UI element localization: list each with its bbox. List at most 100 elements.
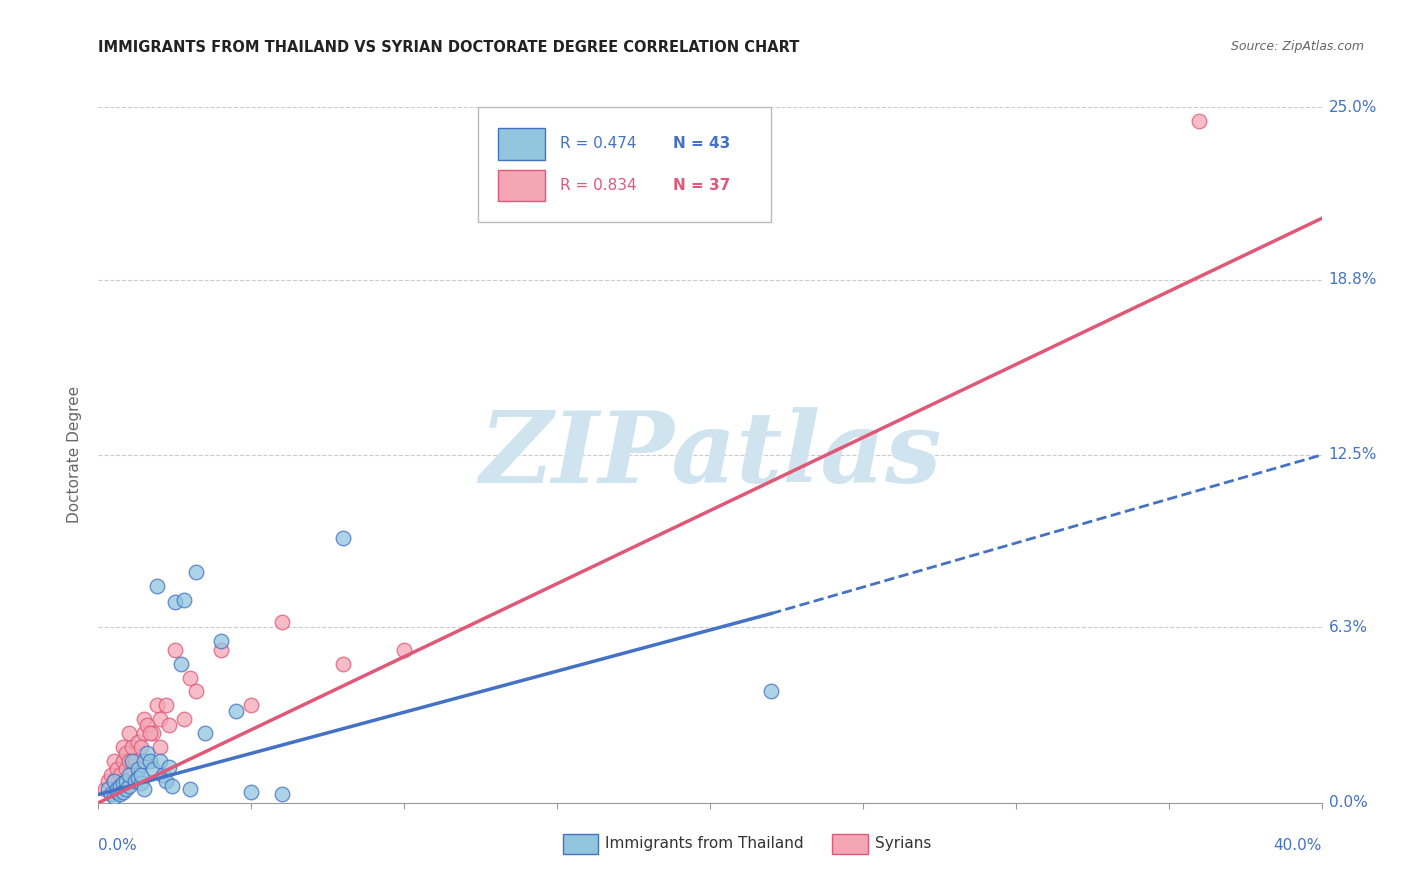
Point [186,684,208,698]
Point [157,718,180,732]
Point [270,788,294,802]
Text: 0.0%: 0.0% [1329,796,1368,810]
Point [97,781,120,796]
Point [139,726,162,740]
Point [145,579,167,593]
Point [173,592,195,607]
Point [186,565,208,579]
Point [115,746,138,760]
Text: 18.8%: 18.8% [1329,272,1376,287]
Point [761,684,783,698]
Point [111,740,134,755]
Text: ZIPatlas: ZIPatlas [479,407,941,503]
Point [139,754,162,768]
Y-axis label: Doctorate Degree: Doctorate Degree [67,386,83,524]
Point [194,726,217,740]
Point [124,773,146,788]
Point [225,704,247,718]
Point [124,754,146,768]
Text: Syrians: Syrians [875,837,931,851]
Point [105,781,128,796]
Text: 6.3%: 6.3% [1329,620,1368,635]
Bar [498,170,546,202]
Point [129,768,152,782]
Text: N = 43: N = 43 [673,136,731,152]
Point [105,763,128,777]
Text: R = 0.834: R = 0.834 [560,178,636,194]
Point [115,781,138,796]
Point [111,776,134,790]
Point [332,657,354,671]
Point [129,776,152,790]
Point [163,595,186,609]
Point [115,763,138,777]
Point [129,740,152,755]
Point [127,771,149,785]
Point [155,773,177,788]
Point [100,768,122,782]
Point [142,763,165,777]
Point [111,754,134,768]
Point [136,718,159,732]
Point [173,712,195,726]
Point [108,768,131,782]
Point [108,788,131,802]
Point [103,773,125,788]
Text: IMMIGRANTS FROM THAILAND VS SYRIAN DOCTORATE DEGREE CORRELATION CHART: IMMIGRANTS FROM THAILAND VS SYRIAN DOCTO… [98,40,800,55]
Point [149,740,172,755]
Point [127,734,149,748]
Text: R = 0.474: R = 0.474 [560,136,636,152]
Text: 0.0%: 0.0% [98,838,138,854]
Point [270,615,294,629]
Point [332,532,354,546]
Text: 12.5%: 12.5% [1329,448,1376,462]
Point [115,773,138,788]
Point [105,785,128,799]
Point [179,671,201,685]
Point [118,779,141,793]
Point [108,779,131,793]
Text: N = 37: N = 37 [673,178,731,194]
Text: Immigrants from Thailand: Immigrants from Thailand [606,837,804,851]
Point [127,763,149,777]
Point [93,781,115,796]
Text: 40.0%: 40.0% [1274,838,1322,854]
Point [103,773,125,788]
Point [121,740,143,755]
Point [145,698,167,713]
Point [392,642,416,657]
Point [136,746,159,760]
Point [163,642,186,657]
Text: Source: ZipAtlas.com: Source: ZipAtlas.com [1230,40,1364,54]
Point [118,768,141,782]
Point [134,726,156,740]
Point [134,712,156,726]
Point [103,790,125,805]
Point [118,754,141,768]
Point [121,754,143,768]
Point [209,642,232,657]
Point [149,712,172,726]
Point [155,698,177,713]
Point [134,781,156,796]
Point [97,773,120,788]
FancyBboxPatch shape [478,107,772,222]
Bar [498,128,546,160]
Point [134,754,156,768]
Point [111,785,134,799]
Point [118,726,141,740]
Point [157,759,180,773]
Point [1188,114,1211,128]
Point [100,788,122,802]
Point [149,754,172,768]
Point [209,634,232,648]
Point [240,785,263,799]
Point [142,726,165,740]
Point [170,657,193,671]
Point [160,779,183,793]
Point [240,698,263,713]
Point [179,781,201,796]
Point [152,768,174,782]
Text: 25.0%: 25.0% [1329,100,1376,114]
Point [103,754,125,768]
